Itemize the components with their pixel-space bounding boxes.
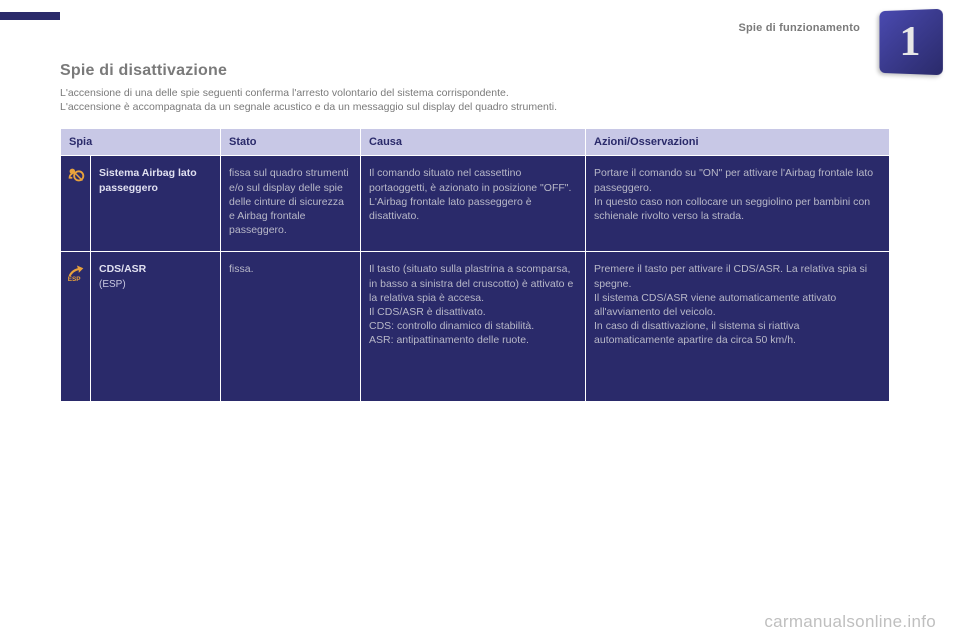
icon-cell bbox=[61, 156, 91, 252]
spia-label: CDS/ASR bbox=[99, 263, 146, 275]
table-row: Sistema Airbag lato passeggero fissa sul… bbox=[61, 156, 890, 252]
table-row: ESP CDS/ASR (ESP) fissa. Il tasto (situa… bbox=[61, 252, 890, 402]
spia-label-cell: Sistema Airbag lato passeggero bbox=[91, 156, 221, 252]
intro-line: L'accensione è accompagnata da un segnal… bbox=[60, 101, 557, 113]
section-title: Spie di disattivazione bbox=[60, 62, 890, 80]
top-stripe bbox=[0, 12, 60, 20]
spia-label-cell: CDS/ASR (ESP) bbox=[91, 252, 221, 402]
col-spia: Spia bbox=[61, 129, 221, 156]
manual-page: Spie di funzionamento 1 Spie di disattiv… bbox=[0, 0, 960, 640]
causa-cell: Il comando situato nel cassettino portao… bbox=[361, 156, 586, 252]
intro-line: L'accensione di una delle spie seguenti … bbox=[60, 87, 509, 99]
causa-cell: Il tasto (situato sulla plastrina a scom… bbox=[361, 252, 586, 402]
stato-cell: fissa sul quadro strumenti e/o sul displ… bbox=[221, 156, 361, 252]
svg-text:ESP: ESP bbox=[68, 276, 82, 282]
spia-label: Sistema Airbag lato passeggero bbox=[99, 167, 197, 193]
spia-sublabel: (ESP) bbox=[99, 279, 126, 290]
airbag-off-icon bbox=[65, 164, 87, 186]
table-header-row: Spia Stato Causa Azioni/Osservazioni bbox=[61, 129, 890, 156]
icon-cell: ESP bbox=[61, 252, 91, 402]
esp-icon: ESP bbox=[65, 260, 87, 282]
stato-cell: fissa. bbox=[221, 252, 361, 402]
warning-lights-table: Spia Stato Causa Azioni/Osservazioni Sis… bbox=[60, 128, 890, 402]
azioni-cell: Premere il tasto per attivare il CDS/ASR… bbox=[586, 252, 890, 402]
col-causa: Causa bbox=[361, 129, 586, 156]
col-stato: Stato bbox=[221, 129, 361, 156]
content-area: Spie di disattivazione L'accensione di u… bbox=[60, 62, 890, 402]
running-title: Spie di funzionamento bbox=[738, 22, 860, 34]
azioni-cell: Portare il comando su "ON" per attivare … bbox=[586, 156, 890, 252]
section-intro: L'accensione di una delle spie seguenti … bbox=[60, 86, 890, 114]
col-azioni: Azioni/Osservazioni bbox=[586, 129, 890, 156]
watermark: carmanualsonline.info bbox=[764, 612, 936, 632]
